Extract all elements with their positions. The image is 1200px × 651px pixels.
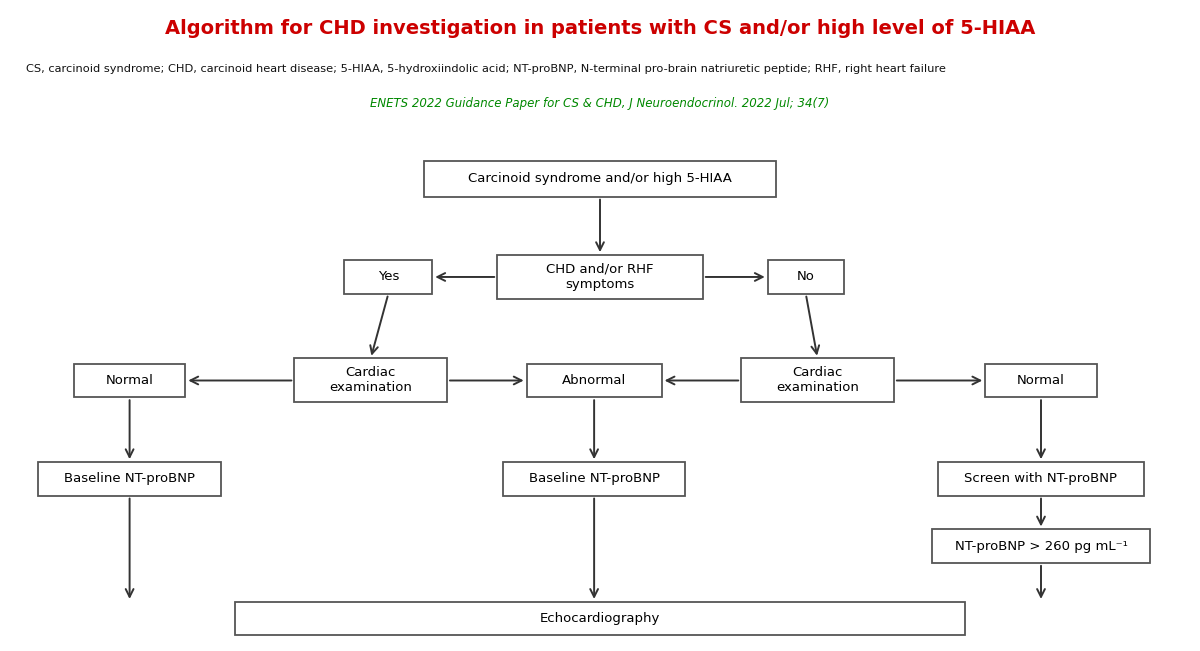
Text: Screen with NT-proBNP: Screen with NT-proBNP [965,473,1117,486]
FancyBboxPatch shape [497,255,703,299]
Text: Baseline NT-proBNP: Baseline NT-proBNP [529,473,660,486]
FancyBboxPatch shape [235,602,965,635]
Text: Normal: Normal [1018,374,1064,387]
Text: Echocardiography: Echocardiography [540,612,660,625]
FancyBboxPatch shape [768,260,844,294]
FancyBboxPatch shape [742,359,894,402]
FancyBboxPatch shape [73,364,186,397]
Text: NT-proBNP > 260 pg mL⁻¹: NT-proBNP > 260 pg mL⁻¹ [954,540,1128,553]
FancyBboxPatch shape [344,260,432,294]
Text: Cardiac
examination: Cardiac examination [329,367,412,395]
FancyBboxPatch shape [985,364,1097,397]
Text: CS, carcinoid syndrome; CHD, carcinoid heart disease; 5-HIAA, 5-hydroxiindolic a: CS, carcinoid syndrome; CHD, carcinoid h… [26,64,946,74]
Text: Cardiac
examination: Cardiac examination [776,367,859,395]
Text: Carcinoid syndrome and/or high 5-HIAA: Carcinoid syndrome and/or high 5-HIAA [468,172,732,185]
FancyBboxPatch shape [527,364,661,397]
FancyBboxPatch shape [424,161,776,197]
FancyBboxPatch shape [938,462,1144,495]
Text: Algorithm for CHD investigation in patients with CS and/or high level of 5-HIAA: Algorithm for CHD investigation in patie… [164,19,1036,38]
FancyBboxPatch shape [932,529,1150,563]
Text: ENETS 2022 Guidance Paper for CS & CHD, J Neuroendocrinol. 2022 Jul; 34(7): ENETS 2022 Guidance Paper for CS & CHD, … [371,97,829,110]
FancyBboxPatch shape [503,462,685,495]
Text: Yes: Yes [378,270,400,283]
Text: CHD and/or RHF
symptoms: CHD and/or RHF symptoms [546,263,654,291]
FancyBboxPatch shape [38,462,221,495]
Text: Normal: Normal [106,374,154,387]
Text: Baseline NT-proBNP: Baseline NT-proBNP [64,473,196,486]
Text: Abnormal: Abnormal [562,374,626,387]
Text: No: No [797,270,815,283]
FancyBboxPatch shape [294,359,448,402]
